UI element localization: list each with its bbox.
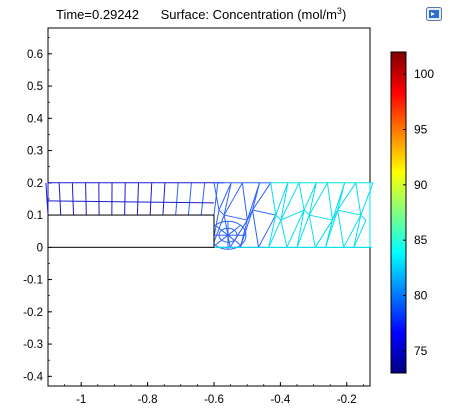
colorbar-tick-label: 75 [414, 344, 428, 358]
y-tick-label: 0.5 [27, 81, 43, 93]
mesh-edge [286, 209, 305, 248]
mesh-edge [136, 182, 140, 216]
mesh-edge [353, 214, 362, 248]
plot-title: Time=0.29242 Surface: Concentration (mol… [56, 6, 346, 22]
mesh-edge [124, 182, 126, 216]
mesh-edge [275, 214, 282, 221]
mesh-edge [280, 182, 300, 221]
mesh-edge [47, 200, 214, 204]
mesh-edge [213, 182, 220, 211]
colorbar-tick-label: 85 [414, 233, 428, 247]
mesh-edge [337, 209, 345, 248]
mesh-edge [309, 214, 333, 221]
mesh-edge [270, 182, 277, 216]
mesh-edge [258, 214, 277, 248]
mesh-edge [308, 182, 317, 216]
colorbar-tick-label: 95 [414, 122, 428, 136]
mesh-edge [308, 182, 328, 216]
colorbar-tick-label: 80 [414, 289, 428, 303]
inner-block [47, 214, 215, 248]
mesh-edge [218, 182, 232, 211]
axes-frame [47, 27, 371, 387]
surface-unit-close: ) [342, 7, 346, 22]
mesh-edge [343, 214, 362, 248]
y-axis: 0.6 0.5 0.4 0.3 0.2 0.1 0 -0.1 -0.2 -0.3 -0.4 [23, 37, 52, 383]
mesh-edge [337, 182, 357, 211]
mesh-edge [252, 209, 276, 216]
mesh-edge [337, 209, 361, 216]
concentration-mesh[interactable] [45, 182, 374, 250]
surface-label: Surface: Concentration (mol/m [161, 7, 337, 22]
mesh-edge [337, 182, 346, 211]
x-tick-label: -0.4 [270, 394, 290, 406]
mesh-edge [298, 182, 305, 211]
y-tick-label: 0.3 [27, 146, 43, 158]
mesh-edge [229, 219, 248, 248]
mesh-edge [223, 182, 232, 216]
mesh-edge [149, 182, 153, 216]
mesh-edge [239, 209, 254, 248]
y-tick-label: -0.3 [23, 339, 43, 351]
mesh-edge [303, 209, 310, 216]
export-image-icon[interactable] [426, 7, 442, 21]
mesh-edge [275, 182, 289, 216]
x-tick-label: -0.6 [204, 394, 224, 406]
mesh-edge [280, 209, 305, 221]
surface-unit-superscript: 3 [337, 6, 342, 16]
mesh-edge [252, 182, 272, 211]
mesh-edge [353, 219, 367, 248]
mesh-edge [303, 182, 317, 211]
mesh-edge [162, 182, 166, 216]
mesh-edge [187, 182, 192, 216]
x-tick-label: -0.2 [337, 394, 357, 406]
y-tick-label: 0.4 [27, 113, 44, 125]
mesh-edge [296, 209, 305, 248]
x-tick-label: -1 [76, 394, 86, 406]
mesh-edge [200, 182, 206, 216]
mesh-edge [241, 182, 248, 221]
y-tick-label: -0.2 [23, 307, 43, 319]
mesh-edge [252, 182, 261, 211]
mesh-edge [58, 182, 62, 216]
mesh-edge [175, 182, 179, 216]
mesh-edge [218, 227, 238, 243]
mesh-edge [360, 214, 367, 221]
y-tick-label: -0.4 [23, 371, 43, 383]
mesh-edge [314, 219, 333, 248]
colorbar-tick-label: 100 [414, 67, 434, 81]
mesh-edge [252, 209, 260, 248]
mesh-edge [324, 209, 339, 248]
mesh-edge [223, 182, 243, 216]
mesh-edge [218, 209, 225, 216]
x-tick-label: -0.8 [138, 394, 158, 406]
y-tick-label: 0.6 [27, 49, 43, 61]
mesh-edge [85, 182, 87, 216]
mesh-edge [360, 182, 374, 216]
colorbar-ticks: 100 95 90 85 80 75 [403, 67, 434, 358]
mesh-edge [268, 214, 277, 248]
colorbar [390, 51, 407, 374]
x-axis: -1 -0.8 -0.6 -0.4 -0.2 [47, 382, 364, 406]
mesh-edge [308, 214, 316, 248]
mesh-edge [213, 182, 219, 216]
mesh-edge [280, 182, 289, 221]
mesh-edge [71, 182, 75, 216]
mesh-edge [296, 214, 310, 248]
y-tick-label: 0.2 [27, 178, 43, 190]
y-tick-label: -0.1 [23, 275, 43, 287]
colorbar-tick-label: 90 [414, 178, 428, 192]
y-tick-label: 0 [37, 242, 43, 254]
mesh-edge [280, 219, 288, 248]
mesh-edge [355, 182, 362, 216]
mesh-edge [224, 214, 248, 221]
time-label: Time=0.29242 [56, 7, 139, 22]
y-tick-label: 0.1 [27, 210, 43, 222]
mesh-edge [326, 182, 333, 221]
mesh-edge [268, 219, 282, 248]
